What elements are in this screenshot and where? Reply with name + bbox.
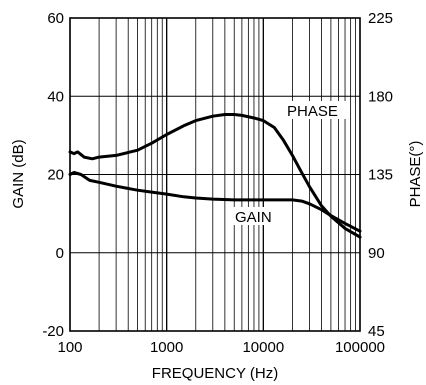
series-gain-line <box>68 171 362 233</box>
annotations: PHASE GAIN <box>232 101 348 226</box>
x-tick-label: 10000 <box>242 339 284 356</box>
y-axis-right-label: PHASE(°) <box>407 141 424 208</box>
x-tick-label: 100 <box>57 339 82 356</box>
y-left-tick-label: 0 <box>56 245 64 262</box>
y-left-tick-label: 40 <box>47 88 64 105</box>
gain-annotation: GAIN <box>235 209 272 226</box>
y-right-tick-label: 225 <box>368 10 393 27</box>
phase-annotation-bg <box>284 101 348 119</box>
y-right-tick-label: 180 <box>368 88 393 105</box>
y-right-tick-label: 135 <box>368 167 393 184</box>
y-left-tick-label: 60 <box>47 10 64 27</box>
x-tick-label: 100000 <box>335 339 385 356</box>
y-right-tick-label: 45 <box>368 323 385 340</box>
gain-annotation-bg <box>232 207 280 225</box>
y-right-tick-label: 90 <box>368 245 385 262</box>
y-left-tick-label: 20 <box>47 167 64 184</box>
series-group <box>68 113 362 239</box>
series-phase-line <box>68 113 362 239</box>
y-axis-left-label: GAIN (dB) <box>10 139 27 208</box>
y-left-tick-label: -20 <box>42 323 64 340</box>
phase-annotation: PHASE <box>287 103 338 120</box>
grid <box>69 17 361 332</box>
x-tick-label: 1000 <box>150 339 183 356</box>
tick-labels: 100 1000 10000 100000 -20 0 20 40 60 45 90 135 180 22… <box>42 10 393 356</box>
x-axis-label: FREQUENCY (Hz) <box>152 365 278 382</box>
